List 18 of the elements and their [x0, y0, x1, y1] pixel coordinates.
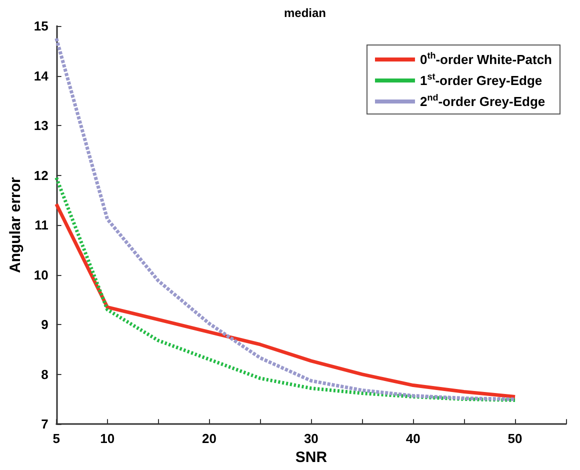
x-tick-label: 50 [508, 431, 522, 446]
y-tick-label: 8 [41, 366, 48, 382]
y-tick-label: 9 [41, 317, 48, 332]
y-axis-title: Angular error [7, 176, 24, 273]
y-tick-label: 13 [34, 118, 48, 134]
y-tick-label: 7 [41, 416, 48, 432]
x-tick-label: 10 [100, 431, 115, 446]
x-tick-label: 5 [52, 431, 60, 446]
x-tick-label: 40 [406, 431, 420, 446]
x-tick-label: 30 [304, 431, 318, 446]
y-tick-label: 10 [34, 267, 48, 282]
y-tick-label: 14 [34, 68, 50, 84]
y-tick-label: 11 [34, 218, 48, 233]
chart-title: median [284, 6, 326, 20]
y-tick-label: 15 [34, 18, 48, 34]
x-tick-label: 20 [202, 431, 216, 446]
y-tick-label: 12 [34, 168, 48, 183]
x-axis-title: SNR [295, 449, 328, 466]
